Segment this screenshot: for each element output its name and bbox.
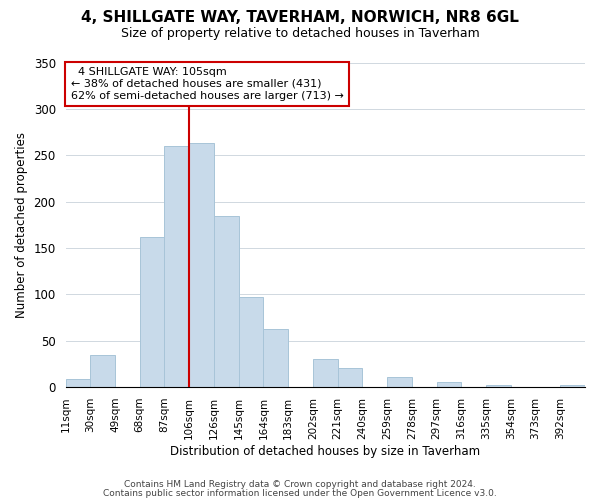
X-axis label: Distribution of detached houses by size in Taverham: Distribution of detached houses by size … <box>170 444 481 458</box>
Text: 4, SHILLGATE WAY, TAVERHAM, NORWICH, NR8 6GL: 4, SHILLGATE WAY, TAVERHAM, NORWICH, NR8… <box>81 10 519 25</box>
Bar <box>313 360 338 387</box>
Bar <box>560 385 585 387</box>
Bar <box>437 382 461 387</box>
Bar <box>263 328 288 387</box>
Bar <box>338 368 362 387</box>
Bar <box>65 379 90 387</box>
Bar <box>387 377 412 387</box>
Bar <box>164 146 189 387</box>
Bar <box>214 216 239 387</box>
Text: 4 SHILLGATE WAY: 105sqm
← 38% of detached houses are smaller (431)
62% of semi-d: 4 SHILLGATE WAY: 105sqm ← 38% of detache… <box>71 68 344 100</box>
Y-axis label: Number of detached properties: Number of detached properties <box>15 132 28 318</box>
Text: Contains public sector information licensed under the Open Government Licence v3: Contains public sector information licen… <box>103 488 497 498</box>
Text: Size of property relative to detached houses in Taverham: Size of property relative to detached ho… <box>121 28 479 40</box>
Bar <box>486 385 511 387</box>
Bar <box>140 237 164 387</box>
Bar <box>189 143 214 387</box>
Bar <box>239 297 263 387</box>
Bar <box>90 354 115 387</box>
Text: Contains HM Land Registry data © Crown copyright and database right 2024.: Contains HM Land Registry data © Crown c… <box>124 480 476 489</box>
